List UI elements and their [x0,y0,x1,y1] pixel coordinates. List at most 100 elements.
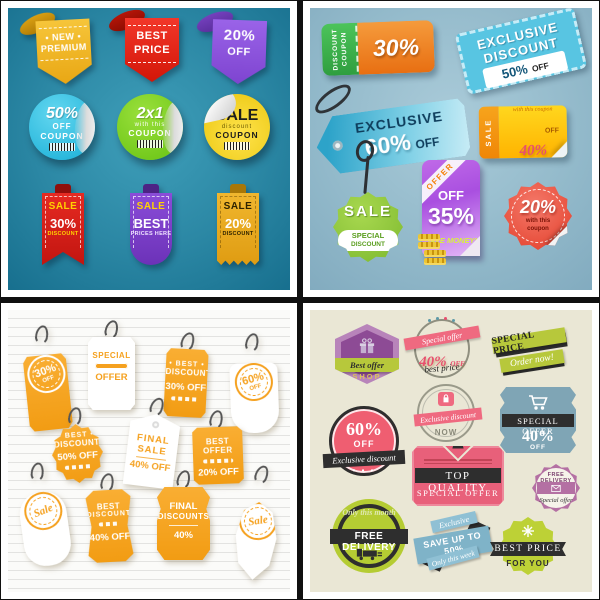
tag-seal-sale-1: Sale [15,461,74,569]
teal-background: • NEW • PREMIUM BEST PRICE 20% OFF 50% O… [8,8,290,290]
tag-final-discounts-40: FINAL DISCOUNTS 40% [157,468,210,560]
arrow-label-bottom: PRICE [133,43,171,56]
bookmark-bottom: DISCOUNT [47,231,79,237]
page-curl [460,236,480,256]
dashed-ring [511,189,565,243]
badge-ribbon: Best offer [335,358,399,372]
arrow-label-top: 20% [223,26,256,45]
badge-exclusive-now: Exclusive discount NOW [413,384,483,442]
arrow-label-top: BEST [136,30,168,42]
script-band [65,464,92,470]
badge-sub: SHOP [352,372,382,381]
sticker-mid: OFF [52,122,72,131]
sticker-caption: COUPON [215,130,259,140]
quadrant-retro-badges: Best offer SHOP Special offer 40% OFF be… [303,303,599,599]
coupon-body: 40% OFF with this coupon [498,105,568,159]
barcode-icon [49,143,75,151]
bookmark-loop [55,184,71,193]
coupon-note: with this coupon [512,106,553,114]
tag-line3: 40% OFF [89,530,131,545]
string-icon [29,461,45,483]
banner-off: OFF [438,188,464,203]
coupon-discount-30: DISCOUNT COUPON 30% [321,20,435,76]
badge-top-quality: TOP QUALITY SPECIAL OFFER [412,446,504,506]
stitch-border [220,196,256,248]
gift-icon [359,338,375,354]
band-line1: SPECIAL [351,231,385,240]
tag-line1: BEST OFFER [202,436,233,456]
coupon-value: 30% [357,20,435,75]
truck-icon [356,548,382,561]
bookmark-value: BEST [133,216,169,231]
sticker-50-off-coupon: 50% OFF COUPON [29,94,95,160]
badge-sub: SPECIAL OFFER [416,488,500,498]
dots: • • • [352,466,376,475]
bookmark-top: SALE [136,201,166,212]
cart-icon [529,395,548,410]
bookmark-sale-30: SALE 30% DISCOUNT [42,184,84,265]
arrow-label-bottom: PREMIUM [40,41,88,55]
bookmark-bottom: PRICES HERE [130,231,172,237]
tag-special-offer: SPECIAL OFFER [88,318,135,410]
lined-paper-background: 30% OFF SPECIAL OFFER • BEST • DISCOUNT … [8,310,290,592]
tag-line2: DISCOUNT [86,509,132,520]
round-seal: Sale [236,499,279,542]
quadrant-ribbon-stickers: • NEW • PREMIUM BEST PRICE 20% OFF 50% O… [1,1,297,297]
badge-special-offer-40: Special offer 40% OFF best price [403,317,481,380]
bookmark-bottom: DISCOUNT [222,231,254,237]
tag-value: 50% [500,61,530,82]
shopping-bag-icon [443,394,449,403]
badge-off: OFF [530,444,546,451]
round-seal: Sale [18,486,68,536]
badge-band: SPECIAL OFFER [502,414,574,436]
script-band [203,458,233,463]
quadrant-coupon-tags: DISCOUNT COUPON 30% EXCLUSIVE DISCOUNT 5… [303,1,599,297]
ribbon-arrow-best-price: BEST PRICE [106,8,179,82]
badge-value: 40% [419,354,447,370]
tag-line1: FINAL [169,501,198,512]
ribbon-arrow-20-off: 20% OFF [194,8,267,85]
tag-seal-30-off: 30% OFF [21,324,72,419]
barcode-icon [224,142,250,150]
badge-value: 40% [522,428,554,445]
coupon-stub-label: DISCOUNT COUPON [331,28,349,71]
bookmark-top: SALE [223,201,253,212]
bookmark-value: 30% [49,216,77,231]
page-curl [551,141,568,158]
badge-sub: FOR YOU [506,559,550,568]
band-line2: DISCOUNT [351,240,385,248]
bookmark-sale-20: SALE 20% DISCOUNT [217,184,259,265]
sticker-mid: discount [221,124,253,130]
tag-best-discount-30: • BEST • DISCOUNT 30% OFF [163,330,209,418]
tag-line3: 50% OFF [57,449,99,464]
sticker-value: 50% [45,105,79,122]
envelope-icon [551,484,561,492]
tag-line3: 40% OFF [129,458,171,475]
tag-off: OFF [414,134,441,152]
banner-special-price: SPECIAL PRICE Order now! [491,327,568,383]
bookmark-top: SALE [48,201,78,212]
tag-best-discount-50: • BEST • DISCOUNT 50% OFF [50,406,105,484]
badge-sub: NOW [434,428,458,437]
sticker-note1: with this [525,218,551,224]
tag-final-sale-40: FINAL SALE 40% OFF [123,395,182,490]
arrow-label-bottom: OFF [227,45,251,59]
tag-sale-special-discount: SALE SPECIAL DISCOUNT [333,192,403,262]
banner-save-up-to-50: Exclusive SAVE UP TO 50% Only this week [413,510,493,572]
tag-band: SPECIAL DISCOUNT [338,230,398,251]
badge-best-price: BEST PRICE FOR YOU [490,517,566,575]
badge-arc-text: FREE DELIVERY [540,472,572,484]
bookmark-loop [143,184,159,193]
tag-best-offer-20: BEST OFFER 20% OFF [192,408,244,485]
badge-best-offer-shop: Best offer SHOP [335,324,399,384]
banner-offer-35: OFFER OFF 35% SAVE MONEY! [422,160,480,256]
sticker-caption: COUPON [40,131,84,141]
sticker-value: 2x1 [136,105,164,122]
script-band [99,521,120,526]
badge-special-offer-cart-40: SPECIAL OFFER 40% OFF [500,387,576,453]
script-band [95,363,128,369]
bookmark-loop [230,184,246,193]
cream-background: Best offer SHOP Special offer 40% OFF be… [310,310,592,592]
sticker-value: 20% [519,197,557,217]
